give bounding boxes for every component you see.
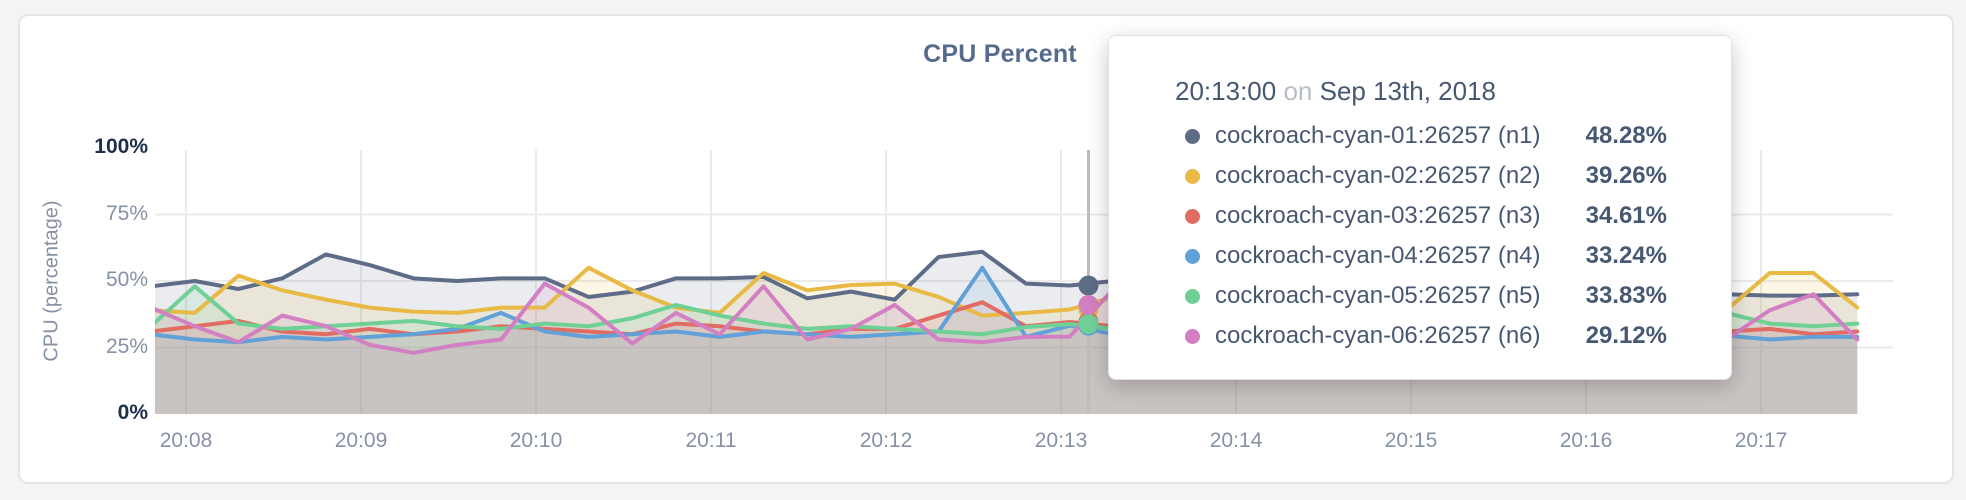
- hover-dot-n1: [1078, 275, 1099, 296]
- tooltip-row: cockroach-cyan-06:26257 (n6) 29.12%: [1175, 316, 1667, 356]
- x-tick-label: 20:11: [685, 429, 737, 452]
- series-color-dot-icon: [1185, 288, 1200, 304]
- chart-title: CPU Percent: [923, 40, 1077, 68]
- x-tick-label: 20:16: [1559, 429, 1613, 452]
- tooltip-row-name: cockroach-cyan-06:26257 (n6): [1215, 322, 1541, 349]
- tooltip-row: cockroach-cyan-04:26257 (n4) 33.24%: [1175, 236, 1667, 276]
- tooltip-time: 20:13:00: [1175, 76, 1277, 106]
- hover-dot-n6: [1078, 294, 1099, 315]
- tooltip-row: cockroach-cyan-03:26257 (n3) 34.61%: [1175, 196, 1667, 236]
- y-tick-label: 50%: [105, 268, 148, 291]
- tooltip-row-value: 34.61%: [1585, 202, 1667, 229]
- series-color-dot-icon: [1185, 328, 1200, 344]
- tooltip-row-name: cockroach-cyan-02:26257 (n2): [1215, 162, 1541, 189]
- series-area-n6: [155, 283, 1858, 414]
- series-color-dot-icon: [1185, 128, 1200, 144]
- hover-dot-n5: [1078, 314, 1099, 335]
- x-tick-label: 20:15: [1384, 429, 1438, 452]
- tooltip-header: 20:13:00 on Sep 13th, 2018: [1175, 76, 1667, 108]
- x-tick-label: 20:17: [1734, 429, 1788, 452]
- y-tick-label: 75%: [105, 201, 148, 225]
- x-tick-label: 20:14: [1209, 429, 1263, 452]
- tooltip-row-value: 33.83%: [1585, 282, 1667, 309]
- tooltip-row-value: 29.12%: [1585, 322, 1667, 349]
- series-area-n5: [155, 286, 1858, 414]
- y-tick-label: 25%: [105, 334, 148, 358]
- x-tick-label: 20:08: [159, 429, 213, 452]
- y-tick-label: 0%: [117, 401, 148, 424]
- tooltip-row-name: cockroach-cyan-03:26257 (n3): [1215, 202, 1541, 229]
- x-tick-label: 20:13: [1034, 429, 1088, 452]
- series-color-dot-icon: [1185, 248, 1200, 264]
- tooltip-preposition: on: [1283, 76, 1313, 106]
- tooltip-row-value: 39.26%: [1585, 162, 1667, 189]
- tooltip-row-name: cockroach-cyan-01:26257 (n1): [1215, 122, 1541, 149]
- x-tick-label: 20:09: [334, 429, 388, 452]
- x-tick-label: 20:12: [859, 429, 913, 452]
- tooltip-row-name: cockroach-cyan-04:26257 (n4): [1215, 242, 1541, 269]
- series-color-dot-icon: [1185, 168, 1200, 184]
- tooltip-row-value: 48.28%: [1585, 122, 1667, 149]
- tooltip-row-value: 33.24%: [1585, 242, 1667, 269]
- y-tick-label: 100%: [94, 135, 148, 158]
- tooltip-row: cockroach-cyan-02:26257 (n2) 39.26%: [1175, 156, 1667, 196]
- tooltip-row: cockroach-cyan-05:26257 (n5) 33.83%: [1175, 276, 1667, 316]
- x-tick-label: 20:10: [509, 429, 563, 452]
- tooltip-row: cockroach-cyan-01:26257 (n1) 48.28%: [1175, 116, 1667, 156]
- tooltip-date: Sep 13th, 2018: [1319, 76, 1496, 106]
- hover-group: [1078, 150, 1099, 414]
- series-color-dot-icon: [1185, 208, 1200, 224]
- tooltip-row-name: cockroach-cyan-05:26257 (n5): [1215, 282, 1541, 309]
- tooltip-rows: cockroach-cyan-01:26257 (n1) 48.28% cockro…: [1175, 116, 1667, 356]
- hover-tooltip: 20:13:00 on Sep 13th, 2018 cockroach-cya…: [1108, 35, 1732, 380]
